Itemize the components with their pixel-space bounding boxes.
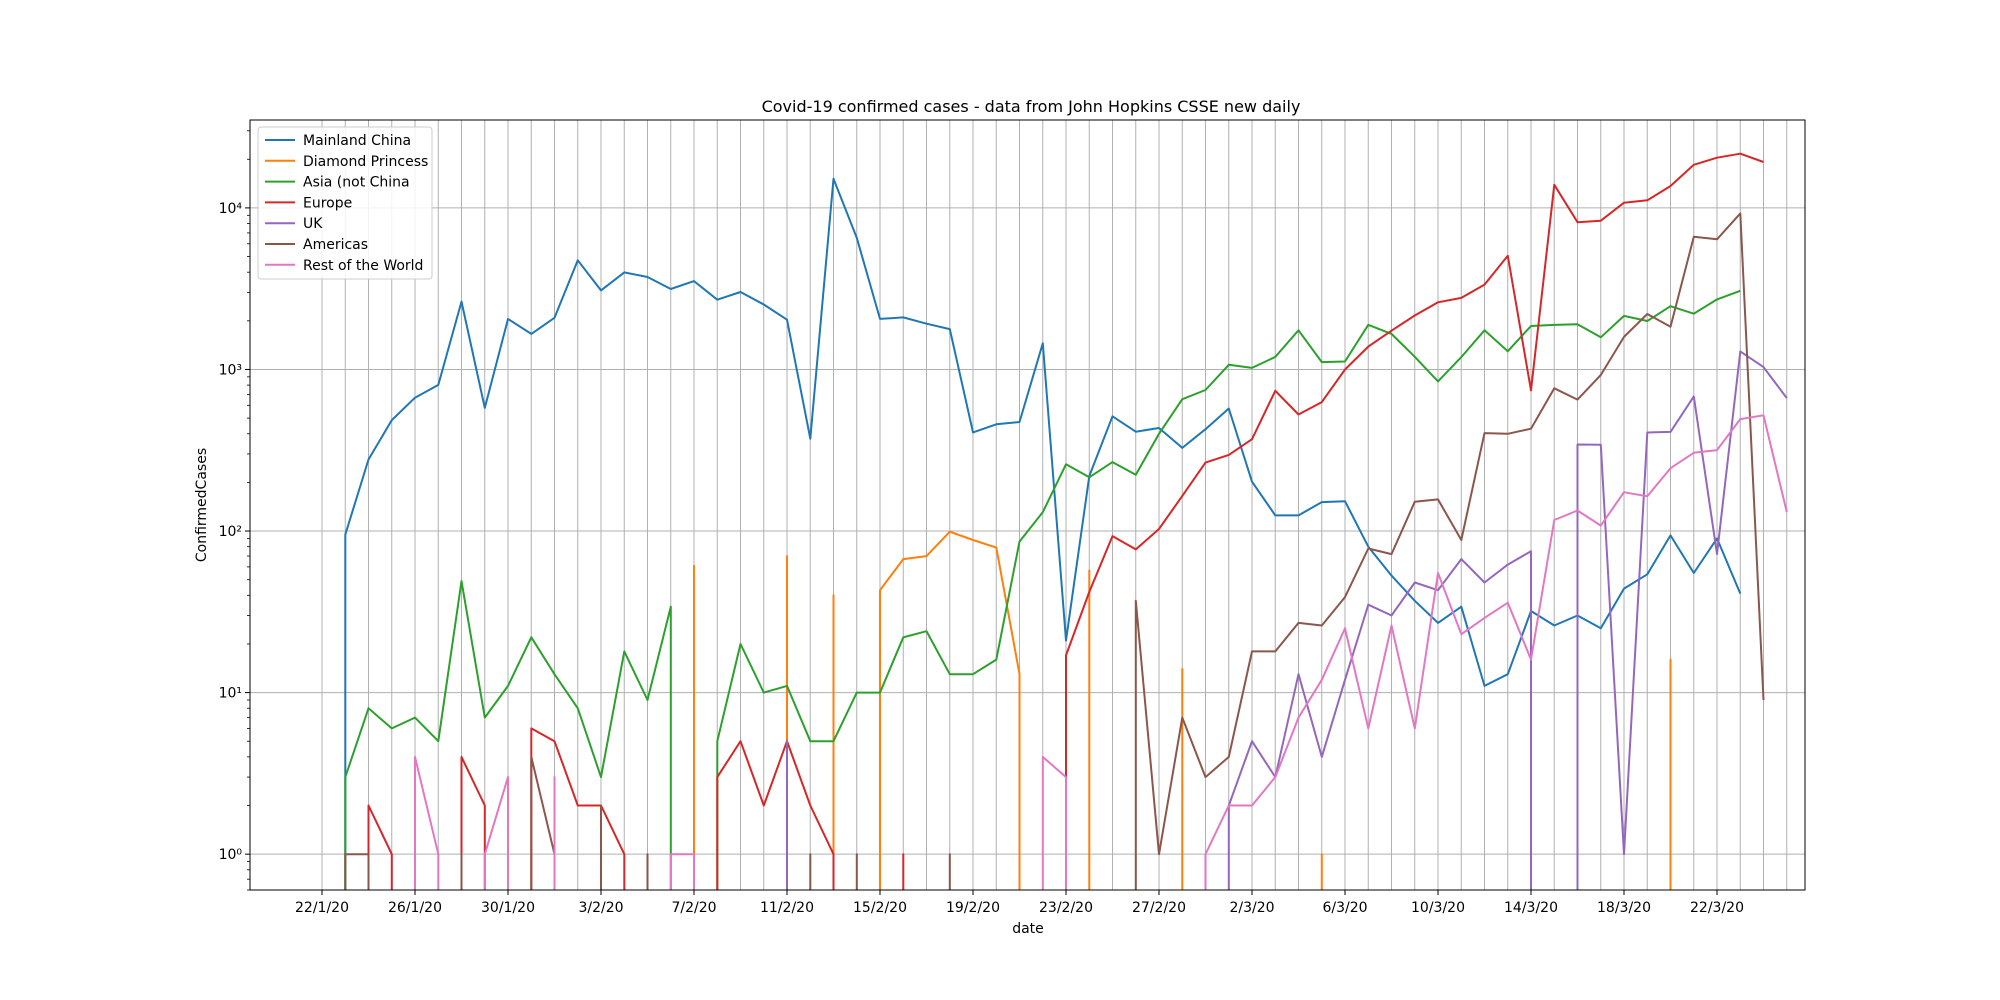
- x-tick-label: 11/2/20: [760, 900, 814, 916]
- x-tick-label: 19/2/20: [946, 900, 1000, 916]
- series-line-europe: [367, 152, 1764, 890]
- y-tick-label: 10¹: [219, 686, 242, 702]
- plot-area: 22/1/20 26/1/20 30/1/20 3/2/20 7/2/20 11/2/20…: [219, 119, 1806, 916]
- y-axis-ticks: 10⁰ 10¹ 10² 10³ 10⁴: [219, 130, 250, 891]
- plot-frame: [249, 119, 1806, 891]
- y-tick-label: 10⁰: [219, 847, 243, 863]
- legend-label: Mainland China: [303, 133, 411, 149]
- x-tick-label: 3/2/20: [578, 900, 623, 916]
- legend-box: [257, 126, 433, 280]
- legend-label: UK: [303, 216, 323, 232]
- x-tick-label: 14/3/20: [1504, 900, 1558, 916]
- legend: Mainland China Diamond Princess Asia (not …: [257, 126, 433, 280]
- y-axis-label: ConfirmedCases: [194, 448, 210, 562]
- x-tick-label: 10/3/20: [1411, 900, 1465, 916]
- legend-label: Rest of the World: [303, 258, 423, 274]
- x-tick-label: 15/2/20: [853, 900, 907, 916]
- legend-label: Americas: [303, 237, 368, 253]
- legend-label: Europe: [303, 195, 352, 211]
- x-tick-label: 6/3/20: [1322, 900, 1367, 916]
- x-tick-label: 2/3/20: [1229, 900, 1274, 916]
- x-tick-label: 23/2/20: [1039, 900, 1093, 916]
- x-tick-label: 27/2/20: [1132, 900, 1186, 916]
- series-lines: [344, 152, 1788, 890]
- chart-title: Covid-19 confirmed cases - data from Joh…: [762, 97, 1301, 116]
- y-tick-label: 10³: [219, 362, 242, 378]
- x-tick-label: 22/1/20: [295, 900, 349, 916]
- legend-items: Mainland China Diamond Princess Asia (not …: [265, 133, 428, 274]
- series-line-rest-of-the-world: [414, 414, 1788, 890]
- series-line-diamond-princess: [693, 530, 1672, 890]
- x-axis-ticks: 22/1/20 26/1/20 30/1/20 3/2/20 7/2/20 11/2/20…: [295, 890, 1744, 916]
- series-line-mainland-china: [344, 177, 1742, 890]
- series-line-americas: [344, 212, 1765, 890]
- y-tick-label: 10⁴: [219, 201, 243, 217]
- x-tick-label: 22/3/20: [1690, 900, 1744, 916]
- x-tick-label: 18/3/20: [1597, 900, 1651, 916]
- legend-label: Asia (not China: [303, 175, 410, 191]
- y-tick-label: 10²: [219, 524, 242, 540]
- x-tick-label: 30/1/20: [481, 900, 535, 916]
- series-line-asia-not-china: [344, 289, 1741, 890]
- x-axis-label: date: [1012, 921, 1044, 937]
- legend-label: Diamond Princess: [303, 154, 428, 170]
- x-tick-label: 26/1/20: [388, 900, 442, 916]
- x-tick-label: 7/2/20: [671, 900, 716, 916]
